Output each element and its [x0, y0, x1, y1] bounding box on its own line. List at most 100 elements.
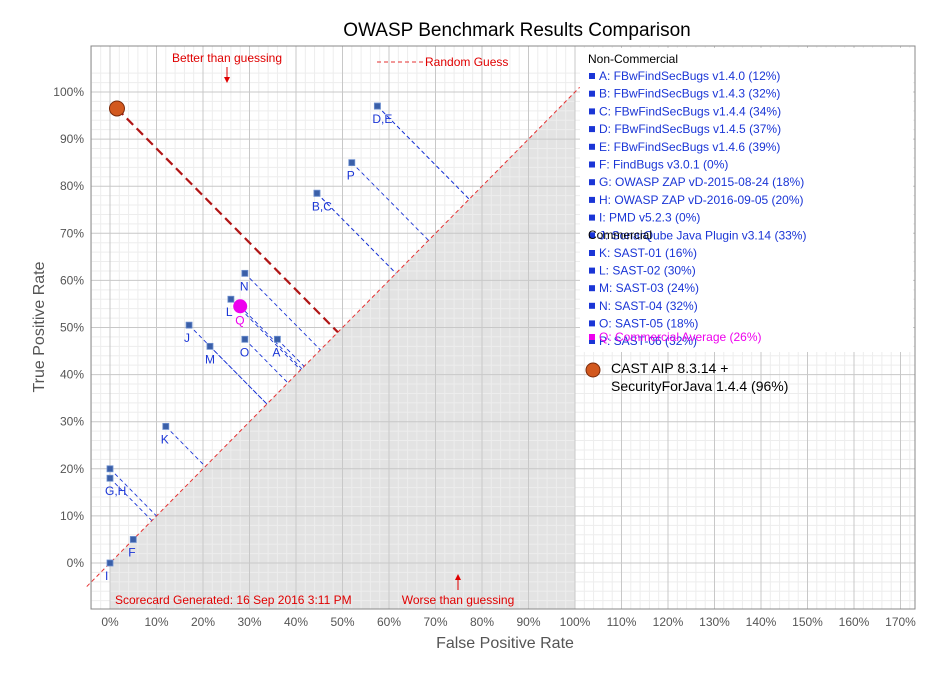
legend-noncommercial-item: J: SonarQube Java Plugin v3.14 (33%)	[599, 228, 806, 242]
point-label: B,C	[312, 199, 332, 213]
point-k	[162, 423, 170, 430]
point-label: L	[226, 305, 233, 319]
projection-line-n	[244, 273, 321, 351]
projection-line-e	[377, 105, 470, 200]
y-tick-label: 0%	[67, 556, 85, 570]
point-p	[348, 159, 356, 167]
point-l	[227, 295, 235, 303]
legend-item-marker	[589, 232, 595, 239]
projection-line-j	[188, 324, 268, 405]
legend-noncommercial-item: A: FBwFindSecBugs v1.4.0 (12%)	[599, 69, 780, 83]
legend-average-marker	[589, 334, 595, 340]
legend-noncommercial-header: Non-Commercial	[588, 52, 678, 66]
point-label: F	[128, 545, 135, 559]
worse-than-guessing-label: Worse than guessing	[402, 593, 515, 607]
point-e	[373, 102, 381, 110]
y-tick-label: 10%	[60, 509, 84, 523]
point-label: G,H	[105, 484, 126, 498]
point-label: M	[205, 352, 215, 366]
legend-item-marker	[589, 285, 595, 292]
random-guess-label: Random Guess	[425, 55, 508, 69]
point-q-average	[233, 299, 248, 314]
legend-item-marker	[589, 161, 595, 168]
legend-item-marker	[589, 338, 595, 344]
point-label: O	[240, 345, 249, 359]
legend-item-marker	[589, 267, 595, 274]
y-tick-label: 70%	[60, 226, 84, 240]
axis-ticks: 0% 10% 20% 30% 40% 50% 60% 70% 80% 90% 100% 110% 120…	[53, 85, 916, 629]
y-tick-label: 30%	[60, 415, 84, 429]
legend-cast-marker	[585, 362, 601, 378]
point-f	[129, 536, 137, 543]
legend-item-marker	[589, 196, 595, 203]
x-tick-label: 50%	[330, 615, 354, 629]
projection-line-k	[165, 426, 206, 467]
cast-projection-line	[116, 107, 339, 333]
legend-item-marker	[589, 320, 595, 327]
legend-noncommercial-item: H: OWASP ZAP vD-2016-09-05 (20%)	[599, 193, 804, 207]
point-g	[106, 474, 114, 482]
legend-commercial-item: N: SAST-04 (32%)	[599, 299, 698, 313]
better-arrow-icon	[224, 77, 230, 83]
point-labels: Q A B,C D,E F G,H I J K L M N O P	[105, 112, 392, 583]
point-label: J	[184, 331, 190, 345]
legend-item-marker	[589, 73, 595, 79]
point-label: K	[161, 432, 169, 446]
y-tick-label: 80%	[60, 179, 84, 193]
y-tick-label: 40%	[60, 368, 84, 382]
x-tick-label: 140%	[746, 615, 777, 629]
legend-noncommercial-items: A: FBwFindSecBugs v1.4.0 (12%) B: FBwFind…	[589, 69, 806, 242]
x-tick-label: 30%	[237, 615, 261, 629]
point-i	[106, 559, 114, 567]
y-tick-label: 100%	[53, 85, 84, 99]
x-tick-label: 90%	[516, 615, 540, 629]
point-m	[206, 342, 214, 350]
point-c	[313, 189, 321, 197]
better-than-guessing-label: Better than guessing	[172, 51, 282, 65]
point-label: D,E	[372, 112, 392, 126]
legend-background	[580, 48, 913, 352]
legend-commercial-item: K: SAST-01 (16%)	[599, 246, 697, 260]
projection-lines	[86, 86, 581, 587]
point-o	[241, 335, 249, 343]
x-tick-label: 20%	[191, 615, 215, 629]
data-points	[106, 100, 381, 567]
random-guess-line	[86, 86, 581, 587]
point-label: I	[105, 569, 108, 583]
legend-item-marker	[589, 250, 595, 256]
projection-line-a	[277, 338, 305, 367]
legend-noncommercial-item: G: OWASP ZAP vD-2015-08-24 (18%)	[599, 175, 804, 189]
point-cast	[108, 100, 125, 117]
legend-noncommercial-item: B: FBwFindSecBugs v1.4.3 (32%)	[599, 87, 780, 101]
legend-cast-line2: SecurityForJava 1.4.4 (96%)	[611, 378, 788, 394]
projection-line-g	[109, 477, 153, 521]
x-axis-label: False Positive Rate	[436, 635, 574, 652]
worse-arrow-icon	[455, 574, 461, 580]
point-label-q: Q	[235, 313, 244, 327]
x-tick-label: 10%	[144, 615, 168, 629]
legend-average-item: Q: Commercial Average (26%)	[599, 330, 762, 344]
x-tick-label: 40%	[284, 615, 308, 629]
x-tick-label: 110%	[607, 615, 637, 629]
x-tick-label: 130%	[699, 615, 730, 629]
scorecard-generated-label: Scorecard Generated: 16 Sep 2016 3:11 PM	[115, 593, 352, 607]
y-tick-label: 50%	[60, 321, 84, 335]
point-label: P	[347, 169, 355, 183]
legend-noncommercial-item: C: FBwFindSecBugs v1.4.4 (34%)	[599, 104, 781, 118]
legend-item-marker	[589, 90, 595, 97]
x-tick-label: 150%	[792, 615, 823, 629]
legend-item-marker	[589, 179, 595, 186]
legend-noncommercial-item: F: FindBugs v3.0.1 (0%)	[599, 158, 728, 172]
point-a	[273, 335, 281, 343]
legend-commercial-items: K: SAST-01 (16%) L: SAST-02 (30%) M: SAST-…	[589, 246, 699, 348]
point-label: A	[272, 345, 280, 359]
legend-noncommercial-item: D: FBwFindSecBugs v1.4.5 (37%)	[599, 122, 781, 136]
projection-line-c	[316, 192, 397, 274]
x-tick-label: 80%	[470, 615, 494, 629]
projection-line-o	[244, 338, 289, 384]
legend-item-marker	[589, 143, 595, 150]
legend-commercial-item: O: SAST-05 (18%)	[599, 316, 698, 330]
y-tick-label: 20%	[60, 462, 84, 476]
legend-noncommercial-item: E: FBwFindSecBugs v1.4.6 (39%)	[599, 140, 780, 154]
